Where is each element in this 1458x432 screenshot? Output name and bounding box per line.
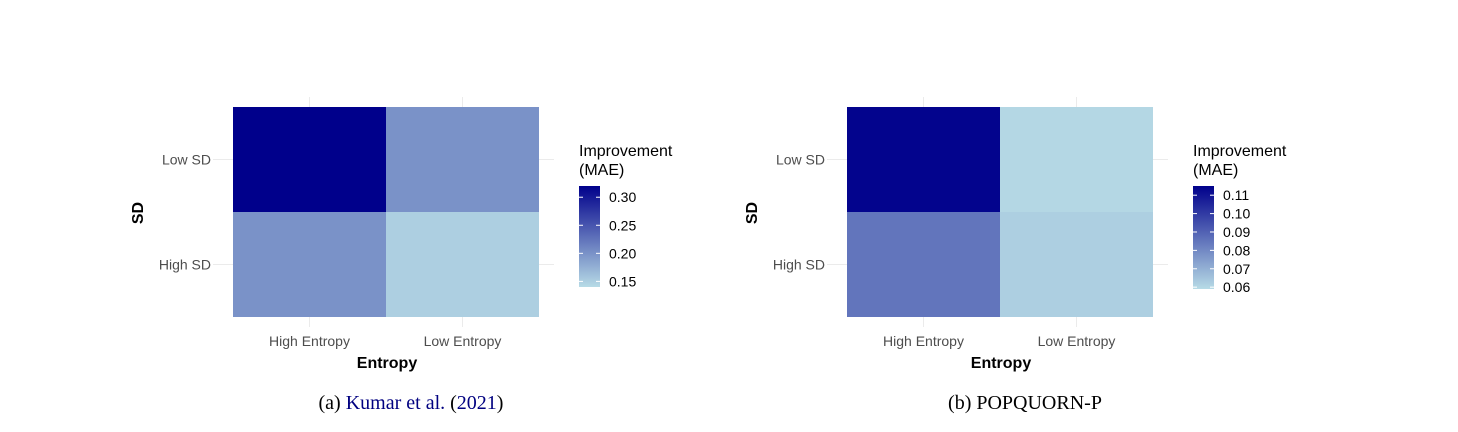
y-tick-label: High SD [159,257,211,273]
heatmap-cell [847,212,1000,317]
y-tick-label: Low SD [776,152,825,168]
colorbar-tick-label: 0.10 [1223,206,1250,222]
colorbar-ticks: 0.11 0.10 0.09 0.08 0.07 0.06 [1193,187,1250,295]
heatmap-cell [233,212,386,317]
x-axis-title: Entropy [357,355,418,372]
colorbar-tick-label: 0.11 [1223,187,1249,203]
heatmap-cell [386,107,539,212]
y-axis-title: SD [130,202,147,224]
caption-b: (b) POPQUORN-P [948,392,1102,414]
y-tick-labels: Low SD High SD [773,152,825,273]
citation-author-link[interactable]: Kumar et al. [346,392,445,414]
heatmap-cell [233,107,386,212]
x-tick-label: High Entropy [269,333,350,349]
colorbar-tick-label: 0.09 [1223,224,1250,240]
caption-label: (a) [319,392,346,414]
heatmap-cells [233,107,539,317]
heatmap-cell [1000,107,1153,212]
legend-title-line2: (MAE) [1193,162,1238,179]
colorbar-tick-label: 0.30 [609,189,636,205]
colorbar [1193,186,1214,289]
heatmap-cell [386,212,539,317]
citation-year-link[interactable]: 2021 [457,392,497,414]
x-tick-labels: High Entropy Low Entropy [269,333,501,349]
colorbar-tick-label: 0.15 [609,273,636,289]
caption-paren-close: ) [497,392,504,414]
caption-name: POPQUORN-P [976,392,1102,414]
colorbar-legend: Improvement (MAE) 0.30 0.25 0.20 0.15 [579,143,673,289]
y-tick-label: High SD [773,257,825,273]
heatmap-panel-popquorn: High Entropy Low Entropy Low SD High SD En… [744,97,1287,414]
caption-label: (b) [948,392,976,414]
colorbar-tick-label: 0.25 [609,217,636,233]
legend-title-line2: (MAE) [579,162,624,179]
colorbar-tick-label: 0.08 [1223,242,1250,258]
x-tick-labels: High Entropy Low Entropy [883,333,1115,349]
legend-title-line1: Improvement [1193,143,1287,160]
colorbar-tick-label: 0.06 [1223,279,1250,295]
colorbar-legend: Improvement (MAE) 0.110.100.090.080.070.… [1193,143,1287,295]
x-tick-label: High Entropy [883,333,964,349]
x-tick-label: Low Entropy [424,333,502,349]
x-tick-label: Low Entropy [1038,333,1116,349]
colorbar-ticks: 0.30 0.25 0.20 0.15 [579,189,636,289]
heatmap-panel-kumar: High Entropy Low Entropy Low SD High SD En… [130,97,673,414]
legend-title-line1: Improvement [579,143,673,160]
caption-a: (a) Kumar et al. (2021) [319,392,504,414]
caption-paren-open: ( [445,392,457,414]
x-axis-title: Entropy [971,355,1032,372]
colorbar-tick-label: 0.20 [609,245,636,261]
heatmap-cells [847,107,1153,317]
colorbar-tick-label: 0.07 [1223,261,1250,277]
heatmap-cell [847,107,1000,212]
y-tick-labels: Low SD High SD [159,152,211,273]
y-axis-title: SD [744,202,761,224]
y-tick-label: Low SD [162,152,211,168]
heatmap-cell [1000,212,1153,317]
colorbar [579,186,600,287]
